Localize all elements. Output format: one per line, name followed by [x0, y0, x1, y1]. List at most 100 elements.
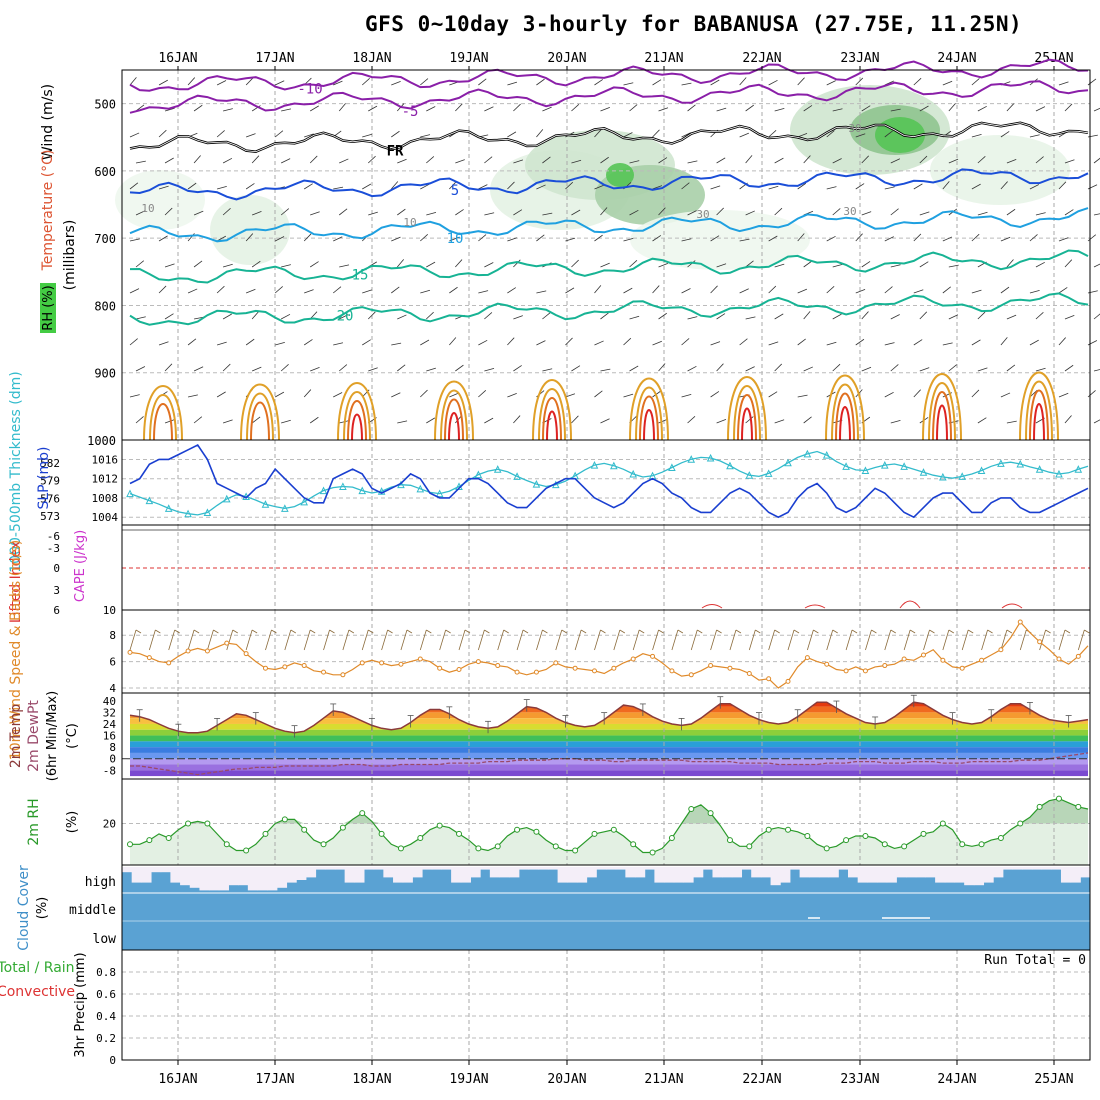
wind-barb — [507, 181, 515, 190]
wind-barb-flag — [271, 629, 277, 634]
wind-barb — [390, 181, 399, 190]
thickness-point — [706, 453, 715, 462]
wind-speed-point — [862, 668, 868, 674]
cloud-high-gap — [944, 867, 955, 883]
wind-speed-point — [611, 665, 617, 671]
cloud-high-gap — [315, 867, 326, 870]
wind-barb — [245, 77, 254, 86]
wind-speed-point — [824, 661, 830, 667]
cloud-high-gap — [354, 867, 365, 883]
wind-barb — [222, 263, 233, 268]
surface-isotherm — [831, 383, 859, 441]
rh-point — [1055, 795, 1062, 802]
stability-ylabel-li: Lifted Index — [8, 541, 24, 623]
wind-barb — [187, 394, 198, 398]
wind-barb — [1006, 259, 1014, 268]
wind-barb — [890, 264, 901, 268]
cloud-high-gap — [122, 867, 133, 873]
thickness-line — [129, 450, 1089, 516]
wind-barb — [774, 263, 785, 268]
thickness-point — [126, 489, 134, 498]
wind-barb — [1000, 286, 1010, 294]
cloud-high-gap — [470, 867, 481, 878]
wind-barb-10m — [361, 629, 369, 651]
pressure-tick-label: 900 — [94, 367, 116, 381]
wind-barb — [861, 155, 869, 164]
rh-shading — [115, 170, 205, 230]
temp-tick-label: 0 — [109, 753, 116, 766]
surface-isotherm — [932, 391, 952, 441]
wind-barb — [913, 183, 923, 190]
wind-barb — [1000, 131, 1010, 138]
wind-barb — [1006, 420, 1017, 424]
wind-barb-flag — [193, 629, 200, 634]
wind-barb — [1064, 364, 1074, 372]
wind-barb — [594, 340, 604, 346]
rh-point — [668, 835, 675, 842]
wind-barb-10m — [129, 629, 137, 651]
cloud-high-gap — [654, 867, 665, 883]
rh-point — [281, 816, 288, 823]
wind-barb — [513, 415, 521, 424]
isotherm-label: -5 — [402, 104, 419, 120]
wind-speed-point — [1056, 656, 1062, 662]
wind-barb — [484, 312, 493, 320]
thickness-point — [590, 461, 599, 469]
wind-barb-flag — [232, 629, 238, 634]
wind-barb-10m — [477, 629, 485, 651]
wind-speed-point — [456, 667, 462, 673]
wind-barb-10m — [826, 629, 834, 651]
wind-barb-10m — [187, 629, 195, 651]
wind-barb — [1035, 156, 1044, 164]
surface-isotherm — [538, 388, 566, 441]
wind-barb-flag — [1006, 629, 1013, 634]
wind-barb-10m — [381, 629, 388, 651]
surface-isotherm — [733, 385, 761, 441]
wind-barb — [158, 79, 168, 86]
wind-barb-10m — [497, 629, 505, 651]
wind-barb-10m — [787, 629, 795, 651]
wind-barb — [710, 391, 720, 398]
wind-barb — [367, 311, 376, 320]
wind-barb — [826, 341, 837, 346]
precip-tick-label: 0.2 — [96, 1032, 116, 1045]
wind-barb — [919, 105, 929, 112]
wind-barb — [251, 155, 260, 164]
temp2m-ylabel-dew: 2m DewPt — [26, 700, 42, 772]
wind-barb — [478, 390, 487, 398]
wind-barb — [803, 416, 812, 424]
wind-barb — [310, 367, 320, 372]
isotherm-line — [129, 207, 1089, 243]
date-label-top: 19JAN — [449, 51, 488, 66]
rh-point — [959, 841, 966, 848]
thickness-point — [745, 471, 754, 479]
wind-barb — [565, 393, 576, 398]
wind-barb-10m — [1019, 629, 1027, 651]
wind-barb-flag — [522, 629, 529, 634]
wind-barb — [362, 183, 372, 190]
wind-speed-point — [495, 663, 501, 669]
precip-ylabel-conv: Convective — [0, 984, 75, 1000]
wind-barb-10m — [806, 629, 814, 651]
wind-barb — [942, 236, 953, 242]
wind-barb — [797, 133, 808, 138]
rh-point — [823, 845, 830, 852]
wind-barb — [594, 390, 603, 398]
wind-speed-point — [901, 656, 907, 662]
rh-legend-swatch — [40, 283, 56, 333]
wind-barb-10m — [710, 629, 717, 651]
rh-point — [146, 837, 153, 844]
wind-speed-point — [146, 655, 152, 661]
wind-barb — [658, 157, 668, 164]
wind-barb — [274, 130, 284, 138]
temp-band — [130, 764, 1088, 771]
cloud-high-gap — [838, 867, 849, 870]
wind-barb — [600, 156, 609, 164]
wind-barb-10m — [632, 629, 640, 651]
thickness-point — [726, 461, 734, 470]
isotherm-line — [129, 249, 1089, 284]
wind-barb — [478, 234, 487, 242]
wind-barb — [449, 337, 457, 346]
cloud-high-gap — [218, 867, 229, 891]
wind-barb — [919, 211, 930, 216]
